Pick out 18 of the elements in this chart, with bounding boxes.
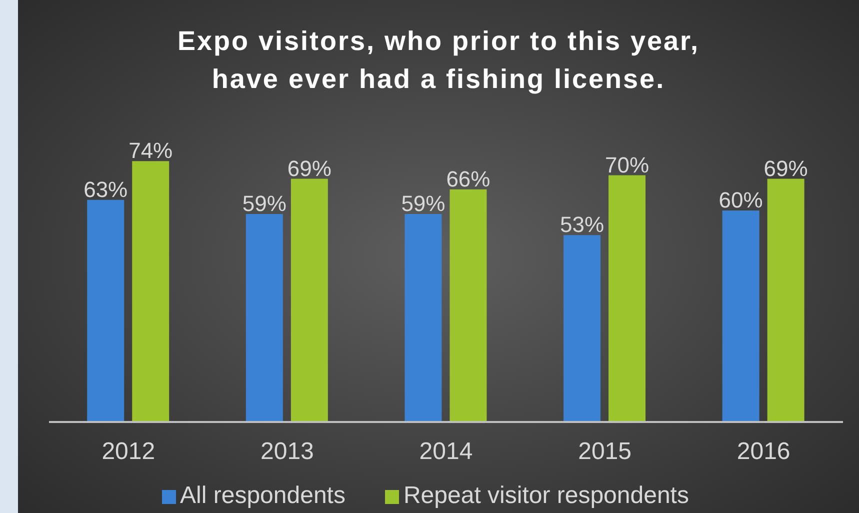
data-label: 69% [764,156,808,181]
x-tick-label: 2012 [102,438,156,466]
legend-label: Repeat visitor respondents [403,482,689,509]
data-label: 53% [560,212,604,238]
data-label: 60% [718,188,763,212]
chart-title: Expo visitors, who prior to this year, have ever had a fishing license. [176,25,701,96]
data-label: 66% [446,166,490,192]
data-label: 59% [242,191,286,216]
legend-label: All respondents [180,482,346,509]
data-label: 69% [287,156,332,181]
x-tick-label: 2016 [736,438,790,466]
data-label: 63% [84,176,128,202]
data-label: 70% [604,152,650,178]
data-label: 59% [401,191,446,216]
x-tick-label: 2014 [419,438,473,466]
x-tick-label: 2015 [578,438,632,466]
data-label: 74% [128,138,173,164]
x-tick-label: 2013 [260,438,314,466]
